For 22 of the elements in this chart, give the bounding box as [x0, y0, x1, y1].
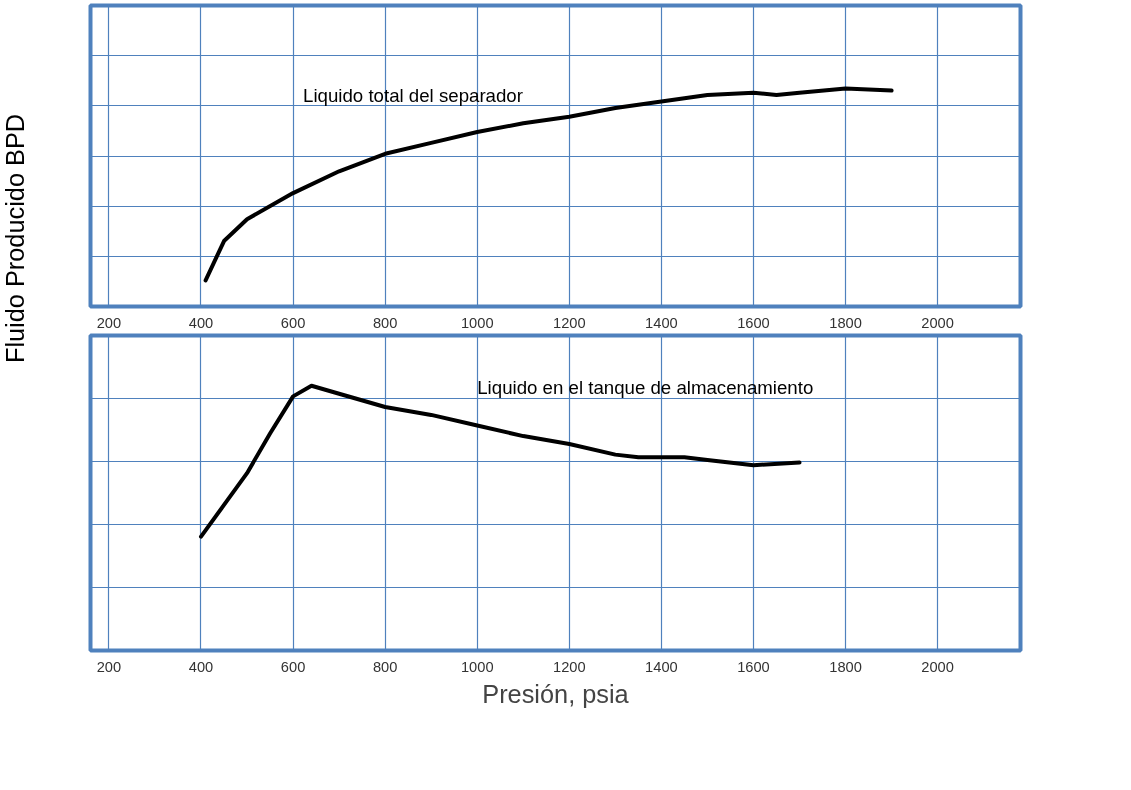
x-tick-label: 1800 — [829, 658, 862, 675]
x-tick-label: 200 — [96, 658, 122, 675]
x-axis-title: Presión, psia — [482, 679, 630, 708]
x-tick-label: 200 — [96, 314, 122, 331]
x-tick-label: 400 — [188, 314, 214, 331]
x-tick-label: 1400 — [645, 658, 678, 675]
x-tick-label: 400 — [188, 658, 214, 675]
x-tick-label: 800 — [372, 658, 398, 675]
x-tick-label: 1800 — [829, 314, 862, 331]
x-tick-label: 2000 — [921, 314, 954, 331]
x-tick-label: 1600 — [737, 314, 770, 331]
y-axis-title: Fluido Producido BPD — [0, 113, 30, 364]
x-tick-label: 600 — [280, 658, 306, 675]
x-tick-label: 1200 — [553, 314, 586, 331]
x-tick-label: 2000 — [921, 658, 954, 675]
x-tick-label: 800 — [372, 314, 398, 331]
x-tick-label: 1400 — [645, 314, 678, 331]
x-tick-label: 1000 — [460, 314, 494, 331]
x-tick-label: 600 — [280, 314, 306, 331]
x-tick-label: 1600 — [737, 658, 770, 675]
x-tick-label: 1000 — [460, 658, 494, 675]
x-tick-label: 1200 — [553, 658, 586, 675]
